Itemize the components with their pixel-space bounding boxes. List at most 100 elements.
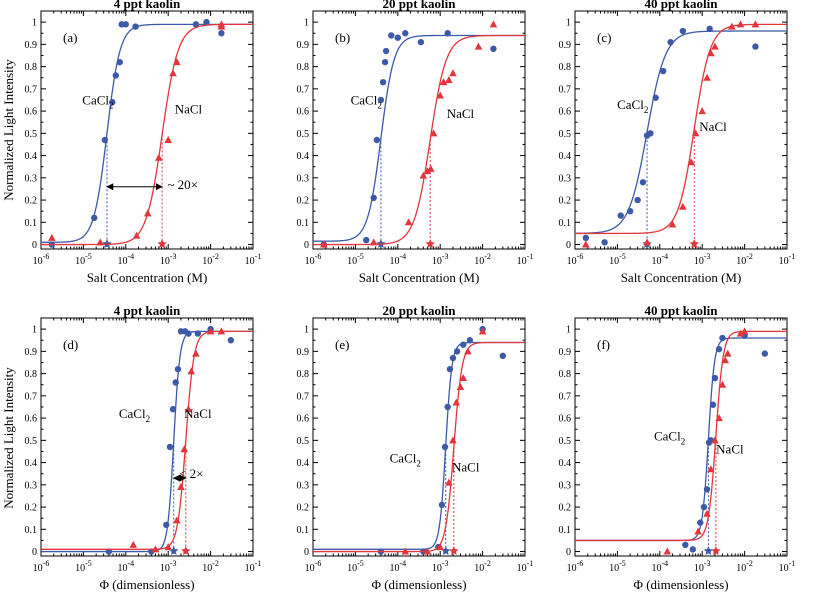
panel-title: 40 ppt kaolin [645,0,719,11]
y-tick-label: 0.9 [297,347,310,358]
x-tick-label: 10-3 [160,559,177,574]
annotation-label: CaCl2 [82,92,113,110]
data-point-cacl2 [172,379,179,386]
midpoint-star [181,546,191,556]
data-point-cacl2 [449,354,457,362]
midpoint-star [440,546,451,556]
data-point-nacl [452,398,461,406]
x-tick-label: 10-4 [651,252,668,267]
x-tick-label: 10-6 [33,559,50,574]
data-point-cacl2 [192,21,200,28]
data-point-nacl [456,382,465,390]
y-tick-label: 0.9 [25,347,38,358]
panel-title: 20 ppt kaolin [383,303,457,318]
data-point-nacl [164,543,172,551]
x-tick-label: 10-2 [736,559,753,574]
x-tick-label: 10-2 [736,252,753,267]
data-point-cacl2 [402,30,409,37]
y-tick-label: 1 [566,325,571,336]
data-point-cacl2 [499,352,507,360]
fit-curve-cacl2 [313,34,525,242]
data-point-nacl [694,527,702,535]
data-point-nacl [217,327,226,335]
data-point-nacl [206,327,215,335]
y-tick-label: 0.1 [559,525,572,536]
data-point-cacl2 [91,214,98,222]
y-tick-label: 0.4 [25,151,38,162]
panel-a: 10-6 10-5 10-4 10-3 10-2 10-1 0 0.1 0.2 0.3 0.4 0.5… [25,0,262,285]
data-point-nacl [715,414,723,422]
y-tick-label: 0.4 [25,458,38,469]
x-tick-label: 10-6 [567,252,584,267]
data-point-cacl2 [652,94,659,101]
data-point-nacl [668,220,677,228]
annotation-label: NaCl [175,101,203,116]
y-tick-label: 0 [32,547,37,558]
y-tick-label: 0.4 [297,458,310,469]
annotation-label: ~ 20× [167,177,198,192]
y-axis-label-bottom: Normalized Light Intensity [1,367,16,509]
data-point-cacl2 [460,341,467,348]
data-point-cacl2 [370,194,377,202]
data-point-cacl2 [112,72,119,79]
annotation-label: CaCl2 [351,92,382,110]
y-tick-label: 0.8 [559,62,572,73]
data-point-nacl [489,20,498,28]
data-point-cacl2 [453,348,461,355]
data-point-nacl [143,209,152,217]
panel-title: 4 ppt kaolin [114,0,181,11]
y-tick-label: 0.2 [559,503,572,514]
data-point-cacl2 [582,234,590,242]
data-point-cacl2 [227,337,235,344]
y-tick-label: 0 [566,547,571,558]
data-point-cacl2 [388,32,395,39]
y-tick-label: 0.9 [559,347,572,358]
data-point-cacl2 [679,27,687,35]
annotation-label: NaCl [716,442,744,457]
data-point-nacl [721,356,730,364]
y-tick-label: 0.2 [25,503,38,514]
data-point-cacl2 [466,337,474,344]
data-point-nacl [643,238,651,246]
y-tick-label: 0.4 [559,151,572,162]
data-point-cacl2 [394,34,401,41]
data-point-cacl2 [697,519,704,526]
annotation-label: NaCl [184,406,212,421]
fit-curve-nacl [313,34,525,246]
data-point-cacl2 [101,136,109,144]
y-tick-label: 0.3 [297,480,310,491]
y-tick-label: 0.5 [25,129,38,140]
data-point-cacl2 [617,212,624,219]
y-tick-label: 0.4 [559,458,572,469]
x-tick-label: 10-5 [609,252,626,267]
y-tick-label: 0.1 [25,218,38,229]
y-tick-label: 0.1 [297,218,310,229]
data-point-cacl2 [363,236,370,244]
annotation-label: NaCl [447,106,475,121]
data-point-cacl2 [381,58,389,66]
data-point-cacl2 [379,78,387,86]
data-point-nacl [96,238,105,246]
data-point-nacl [129,540,138,548]
data-point-cacl2 [174,365,182,373]
x-tick-label: 10-4 [117,252,134,267]
x-tick-label: 10-5 [75,252,92,267]
y-tick-label: 0.9 [559,40,572,51]
x-tick-label: 10-4 [651,559,668,574]
midpoint-star [703,546,714,556]
data-point-cacl2 [377,96,385,104]
plot-frame [574,317,788,557]
data-point-nacl [707,465,715,473]
data-point-nacl [663,547,672,555]
data-point-nacl [423,547,432,555]
panel-title: 40 ppt kaolin [645,303,719,318]
y-tick-label: 0.5 [559,436,572,447]
data-point-cacl2 [109,98,116,106]
x-axis-label: Salt Concentration (M) [621,270,742,285]
y-tick-label: 0.7 [25,391,38,402]
fit-curve-cacl2 [41,23,253,243]
data-point-nacl [154,153,163,161]
data-point-cacl2 [163,521,170,529]
x-tick-label: 10-3 [694,252,711,267]
y-tick-label: 0.6 [297,414,310,425]
